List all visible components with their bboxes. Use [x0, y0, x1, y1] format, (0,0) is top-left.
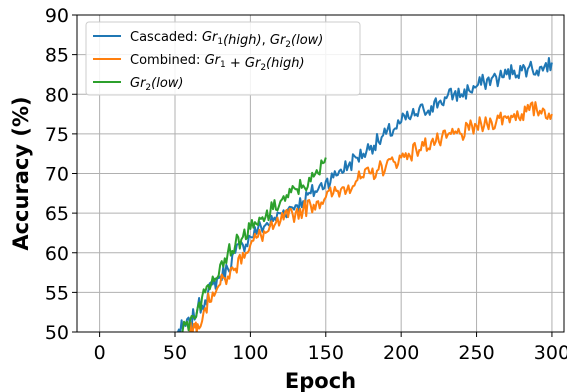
- series-layer: [177, 57, 553, 332]
- y-axis-title: Accuracy (%): [9, 96, 33, 250]
- legend-label-0: Cascaded: Gr1(high), Gr2(low): [130, 30, 323, 50]
- series-line-1: [189, 101, 553, 332]
- legend: Cascaded: Gr1(high), Gr2(low) Combined: G…: [85, 21, 361, 96]
- y-tick-label: 80: [45, 84, 69, 106]
- x-tick-label: 150: [308, 342, 344, 364]
- y-tick-label: 70: [45, 164, 69, 186]
- legend-label-1: Combined: Gr1 + Gr2(high): [130, 53, 305, 73]
- y-tick-label: 75: [45, 124, 69, 146]
- x-tick-label: 100: [232, 342, 268, 364]
- x-tick-label: 200: [383, 342, 419, 364]
- y-tick-label: 60: [45, 243, 69, 265]
- x-tick-label: 0: [94, 342, 106, 364]
- x-tick-label: 300: [534, 342, 567, 364]
- x-tick-label: 50: [163, 342, 187, 364]
- y-tick-label: 65: [45, 203, 69, 225]
- series-line-0: [177, 57, 553, 332]
- y-tick-label: 55: [45, 282, 69, 304]
- x-tick-label: 250: [458, 342, 494, 364]
- ticks: 0 50 100 150 200 250 300 50 55 60 65 70 75 80 85 90: [45, 5, 567, 364]
- legend-label-2: Gr2(low): [130, 76, 184, 93]
- series-line-2: [181, 157, 327, 332]
- x-axis-title: Epoch: [285, 369, 356, 392]
- y-tick-label: 50: [45, 322, 69, 344]
- legend-box: [85, 21, 361, 96]
- y-tick-label: 90: [45, 5, 69, 27]
- y-tick-label: 85: [45, 45, 69, 67]
